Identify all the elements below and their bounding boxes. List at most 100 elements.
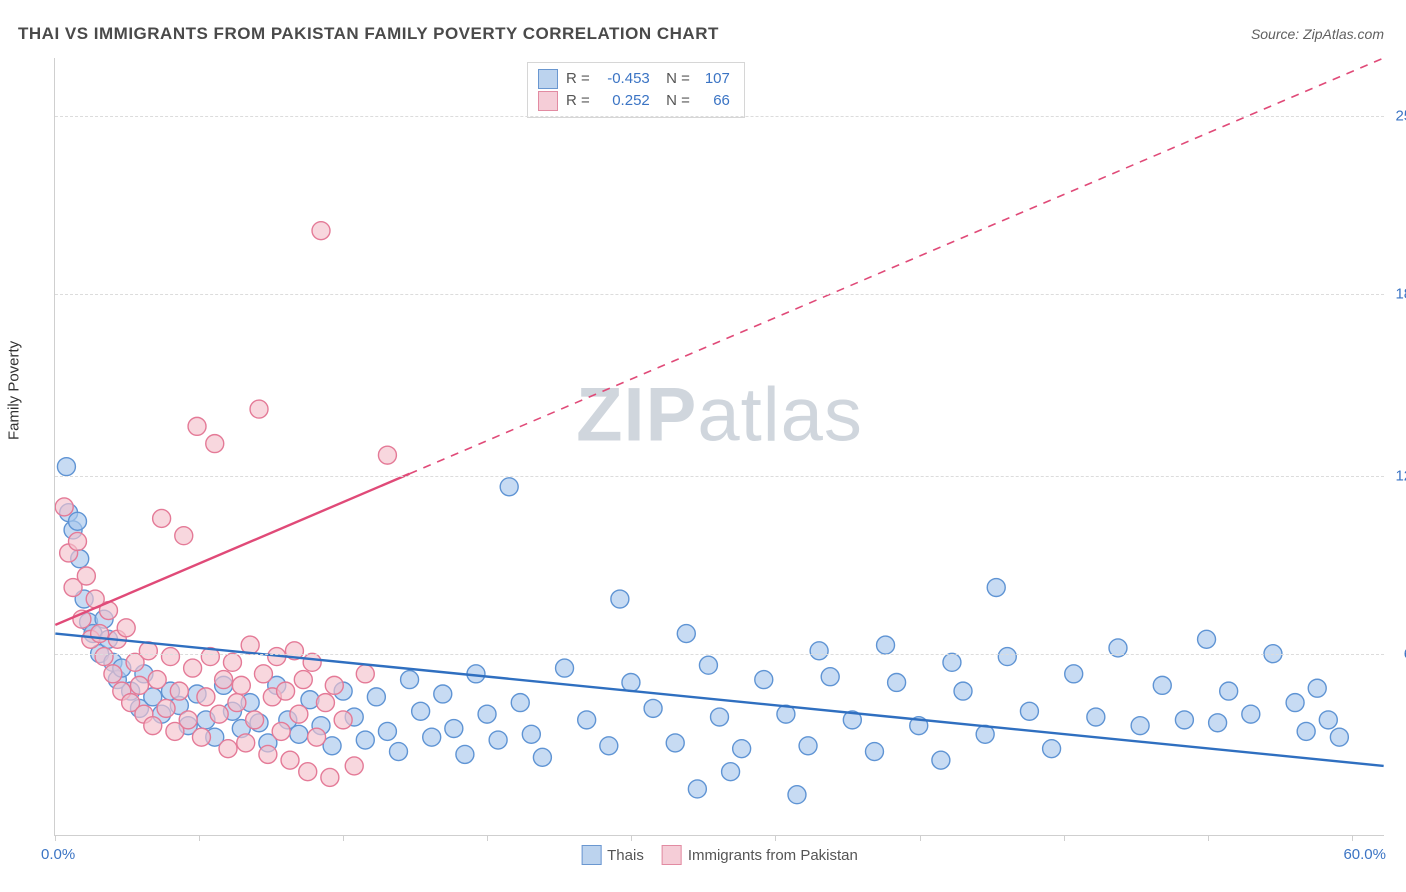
data-point <box>434 685 452 703</box>
data-point <box>445 720 463 738</box>
legend: Thais Immigrants from Pakistan <box>581 845 858 865</box>
data-point <box>290 705 308 723</box>
data-point <box>1242 705 1260 723</box>
data-point <box>301 691 319 709</box>
data-point <box>1220 682 1238 700</box>
legend-swatch-pink <box>662 845 682 865</box>
svg-overlay <box>55 58 1384 835</box>
data-point <box>55 498 73 516</box>
r-value-blue: -0.453 <box>598 68 650 90</box>
n-label: N = <box>658 68 690 90</box>
data-point <box>401 671 419 689</box>
data-point <box>345 757 363 775</box>
data-point <box>467 665 485 683</box>
data-point <box>175 527 193 545</box>
data-point <box>810 642 828 660</box>
data-point <box>250 400 268 418</box>
data-point <box>556 659 574 677</box>
data-point <box>1297 722 1315 740</box>
data-point <box>197 688 215 706</box>
data-point <box>272 722 290 740</box>
data-point <box>241 694 259 712</box>
data-point <box>478 705 496 723</box>
stats-row-blue: R = -0.453 N = 107 <box>538 68 730 90</box>
data-point <box>188 417 206 435</box>
data-point <box>932 751 950 769</box>
data-point <box>95 648 113 666</box>
data-point <box>456 745 474 763</box>
data-point <box>334 711 352 729</box>
data-point <box>82 630 100 648</box>
data-point <box>268 676 286 694</box>
data-point <box>611 590 629 608</box>
data-point <box>666 734 684 752</box>
data-point <box>1198 630 1216 648</box>
data-point <box>108 671 126 689</box>
data-point <box>600 737 618 755</box>
data-point <box>250 714 268 732</box>
data-point <box>241 636 259 654</box>
data-point <box>412 702 430 720</box>
data-point <box>75 590 93 608</box>
data-point <box>312 717 330 735</box>
trend-line-dashed <box>410 58 1384 474</box>
data-point <box>1286 694 1304 712</box>
data-point <box>888 673 906 691</box>
data-point <box>170 682 188 700</box>
data-point <box>64 521 82 539</box>
data-point <box>139 642 157 660</box>
data-point <box>246 711 264 729</box>
data-point <box>511 694 529 712</box>
data-point <box>259 745 277 763</box>
data-point <box>733 740 751 758</box>
data-point <box>69 532 87 550</box>
x-tick-mark <box>631 835 632 841</box>
x-tick-mark <box>343 835 344 841</box>
data-point <box>60 544 78 562</box>
data-point <box>378 722 396 740</box>
x-tick-mark <box>1064 835 1065 841</box>
y-axis-title: Family Poverty <box>6 341 23 440</box>
data-point <box>998 648 1016 666</box>
gridline <box>55 476 1384 477</box>
data-point <box>788 786 806 804</box>
data-point <box>325 676 343 694</box>
data-point <box>279 711 297 729</box>
data-point <box>1209 714 1227 732</box>
data-point <box>259 734 277 752</box>
data-point <box>69 512 87 530</box>
data-point <box>113 659 131 677</box>
data-point <box>303 653 321 671</box>
n-label: N = <box>658 90 690 112</box>
data-point <box>777 705 795 723</box>
data-point <box>356 731 374 749</box>
data-point <box>135 665 153 683</box>
data-point <box>423 728 441 746</box>
y-tick-label: 25.0% <box>1388 107 1406 124</box>
correlation-stats-box: R = -0.453 N = 107 R = 0.252 N = 66 <box>527 62 745 118</box>
data-point <box>95 610 113 628</box>
data-point <box>188 685 206 703</box>
data-point <box>321 768 339 786</box>
y-tick-label: 6.3% <box>1388 646 1406 663</box>
data-point <box>153 509 171 527</box>
data-point <box>170 697 188 715</box>
data-point <box>99 602 117 620</box>
data-point <box>1087 708 1105 726</box>
data-point <box>99 630 117 648</box>
scatter-plot-area: ZIPatlas R = -0.453 N = 107 R = 0.252 N … <box>54 58 1384 836</box>
gridline <box>55 116 1384 117</box>
data-point <box>108 630 126 648</box>
data-point <box>192 728 210 746</box>
trend-line <box>55 634 1383 766</box>
data-point <box>153 705 171 723</box>
legend-swatch-blue <box>581 845 601 865</box>
data-point <box>263 688 281 706</box>
data-point <box>232 676 250 694</box>
legend-label-pink: Immigrants from Pakistan <box>688 847 858 864</box>
data-point <box>578 711 596 729</box>
data-point <box>345 708 363 726</box>
data-point <box>215 676 233 694</box>
data-point <box>1319 711 1337 729</box>
data-point <box>943 653 961 671</box>
